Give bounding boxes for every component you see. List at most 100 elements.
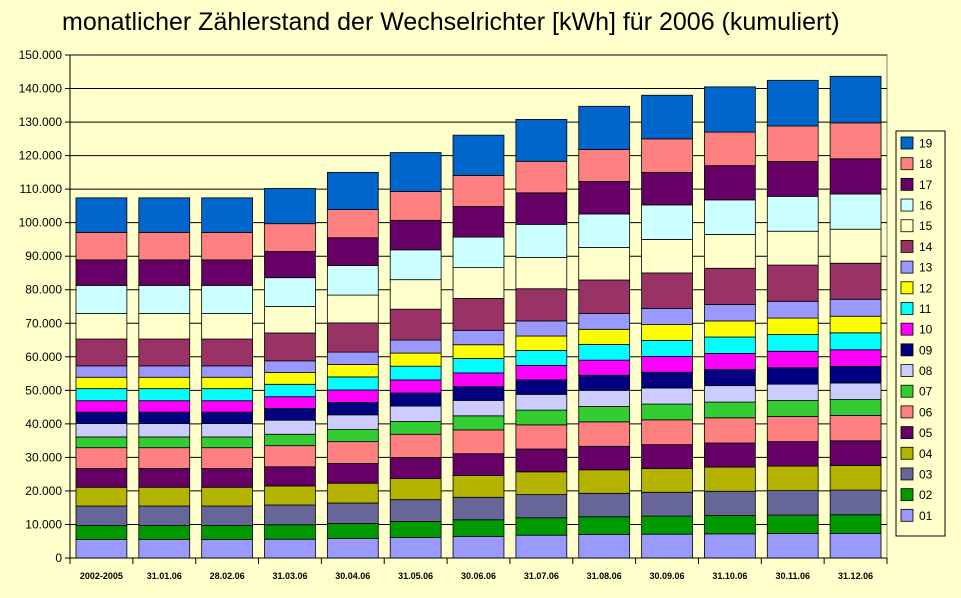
bar-segment-14 [264, 332, 316, 362]
bar-segment-11 [389, 365, 442, 381]
bar-segment-09 [766, 367, 819, 385]
bar-segment-19 [75, 197, 128, 233]
legend-swatch-04 [900, 446, 914, 460]
bar-segment-02 [515, 517, 568, 536]
bar-segment-15 [452, 267, 505, 299]
bar-segment-06 [766, 416, 819, 443]
bar-segment-14 [138, 338, 191, 367]
legend-label-02: 02 [919, 488, 933, 502]
bar-segment-11 [264, 383, 316, 398]
bar-segment-10 [704, 353, 756, 370]
bar-segment-19 [578, 105, 631, 150]
y-axis: 0 10.000 20.000 30.000 40.000 50.000 60.000 70.… [19, 48, 71, 565]
bar-segment-02 [264, 524, 316, 540]
bar-segment-07 [641, 403, 693, 421]
bar-segment-12 [138, 376, 191, 390]
bar-segment-19 [201, 197, 253, 233]
bar-segment-03 [641, 491, 693, 517]
bar-segment-01 [389, 537, 442, 559]
bar-segment-03 [452, 496, 505, 521]
x-tick-label: 31.12.06 [838, 571, 873, 581]
bar-segment-16 [201, 284, 253, 314]
y-tick-label: 70.000 [25, 316, 62, 330]
bar-segment-09 [389, 392, 442, 407]
bar-segment-10 [389, 379, 442, 394]
bar-segment-15 [515, 257, 568, 290]
legend-swatch-14 [900, 240, 914, 253]
bar-segment-15 [326, 294, 379, 324]
x-tick-label: 28.02.06 [210, 571, 245, 581]
bar-segment-13 [138, 365, 191, 378]
bar-segment-10 [452, 372, 505, 388]
bar-segment-01 [829, 532, 882, 559]
bar-segment-11 [201, 388, 253, 402]
bar-segment-07 [704, 401, 756, 419]
bar-segment-01 [138, 539, 191, 559]
legend-label-15: 15 [919, 219, 933, 233]
bar-segment-13 [641, 308, 693, 326]
bar-segment-03 [326, 502, 379, 524]
bar-segment-08 [75, 423, 128, 438]
bar-segment-05 [264, 466, 316, 487]
bar-segment-09 [326, 402, 379, 416]
bar-segment-10 [515, 365, 568, 381]
bar-segment-04 [766, 465, 819, 491]
bar-segment-14 [578, 279, 631, 314]
bar-segment-01 [766, 533, 819, 559]
bar-segment-16 [264, 277, 316, 307]
bar-segment-08 [326, 414, 379, 430]
bar-segment-15 [766, 230, 819, 266]
bar-segment-04 [264, 485, 316, 506]
y-tick-label: 80.000 [25, 283, 62, 297]
bar-segment-05 [766, 441, 819, 467]
legend-swatch-11 [900, 302, 914, 315]
bar-segment-06 [515, 424, 568, 450]
bar-segment-17 [452, 206, 505, 238]
bar-segment-07 [75, 436, 128, 449]
bar-segment-03 [138, 505, 191, 526]
bar-segment-05 [829, 440, 882, 466]
bar-segment-13 [704, 304, 756, 322]
bar-segment-12 [389, 352, 442, 367]
bar-segment-04 [326, 482, 379, 504]
bar-segment-19 [452, 134, 505, 176]
legend-label-14: 14 [919, 240, 933, 254]
bar-segment-11 [641, 339, 693, 357]
bar-segment-03 [578, 492, 631, 518]
y-tick-label: 140.000 [19, 82, 63, 96]
legend-swatch-02 [900, 488, 914, 502]
bar-segment-07 [389, 421, 442, 435]
legend-label-06: 06 [919, 405, 933, 419]
bar-segment-07 [578, 406, 631, 423]
bar-segment-01 [641, 533, 693, 559]
bar-segment-08 [138, 423, 191, 438]
bar-segment-04 [515, 471, 568, 496]
bar-segment-15 [75, 313, 128, 340]
bar-segment-14 [704, 267, 756, 305]
bar-segment-15 [829, 228, 882, 264]
bar-segment-08 [641, 387, 693, 405]
bar-segment-17 [829, 158, 882, 195]
bar-segment-11 [829, 332, 882, 351]
bar-segment-05 [578, 445, 631, 471]
x-tick-label: 31.08.06 [587, 571, 622, 581]
bar-segment-02 [766, 514, 819, 534]
legend-label-08: 08 [919, 364, 933, 378]
bar-segment-17 [578, 181, 631, 215]
bar-segment-03 [766, 490, 819, 516]
bar-segment-18 [138, 231, 191, 261]
bar-segment-09 [578, 374, 631, 391]
bar-segment-09 [829, 365, 882, 384]
bar-segment-08 [766, 383, 819, 401]
y-tick-label: 100.000 [19, 216, 63, 230]
bar-segment-06 [201, 447, 253, 469]
bar-segment-08 [201, 423, 253, 438]
bar-segment-08 [515, 393, 568, 411]
bar-segment-11 [452, 358, 505, 374]
bar-segment-10 [138, 400, 191, 413]
legend-label-03: 03 [919, 467, 933, 481]
legend-swatch-13 [900, 260, 914, 274]
bar-segment-15 [389, 279, 442, 310]
x-tick-label: 31.01.06 [147, 571, 182, 581]
bar-segment-12 [578, 328, 631, 345]
